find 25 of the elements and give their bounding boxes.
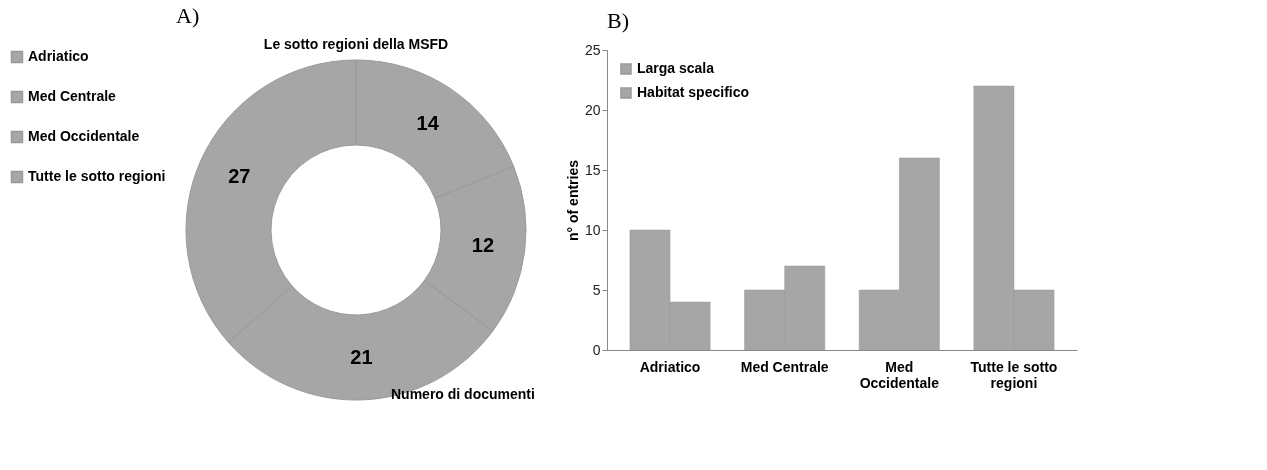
chart-title: B) — [607, 8, 629, 33]
y-tick-label: 10 — [584, 221, 601, 238]
y-tick-label: 20 — [584, 101, 601, 118]
legend-label: Tutte le sotto regioni — [28, 168, 166, 184]
x-tick-label: Med Centrale — [740, 358, 829, 375]
x-tick-label: Med Occidentale — [859, 358, 940, 391]
text: Numero di documenti — [391, 386, 535, 402]
legend-label: Larga scala — [637, 60, 715, 76]
x-tick-label: Adriatico — [639, 358, 701, 375]
y-tick-label: 0 — [592, 341, 601, 358]
y-tick-label: 25 — [584, 41, 601, 58]
chart-title: A) — [176, 3, 200, 28]
y-axis-title: n° of entries — [564, 159, 581, 242]
data-label: 21 — [350, 345, 373, 368]
data-label: 12 — [471, 234, 495, 257]
legend-label: Habitat specifico — [637, 84, 750, 100]
data-label: 27 — [228, 165, 251, 188]
data-label: 14 — [416, 111, 440, 134]
legend-label: Med Occidentale — [28, 128, 140, 144]
y-tick-label: 15 — [584, 161, 601, 178]
legend-label: Med Centrale — [28, 88, 117, 104]
chart-subtitle: Le sotto regioni della MSFD — [263, 36, 449, 52]
y-tick-label: 5 — [592, 281, 601, 298]
x-tick-label: Tutte le sotto regioni — [970, 358, 1058, 391]
legend-label: Adriatico — [28, 48, 89, 64]
